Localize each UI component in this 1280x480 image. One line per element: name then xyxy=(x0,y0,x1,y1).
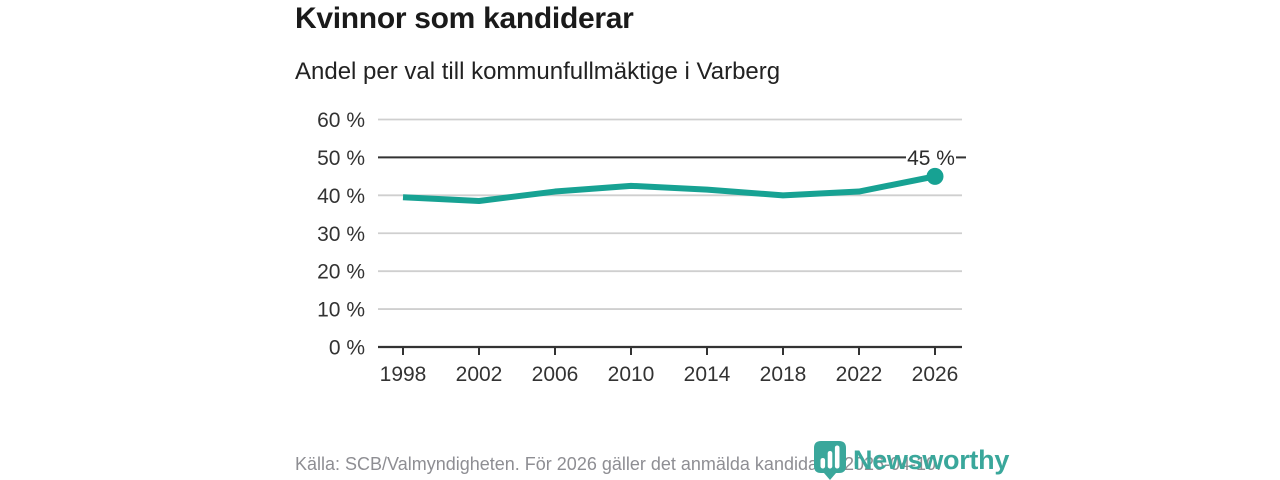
end-value-annotation: 45 % xyxy=(907,147,955,170)
source-note: Källa: SCB/Valmyndigheten. För 2026 gäll… xyxy=(295,454,942,474)
y-tick-label: 20 % xyxy=(317,261,365,284)
x-tick-label: 2026 xyxy=(912,363,959,386)
y-tick-label: 0 % xyxy=(329,337,365,360)
end-point-marker xyxy=(926,167,944,185)
y-tick-label: 10 % xyxy=(317,299,365,322)
data-line xyxy=(402,173,936,205)
newsworthy-wordmark: Newsworthy xyxy=(853,445,1010,475)
logo-bar-medium xyxy=(827,451,833,469)
line-chart: 0 % 10 % 20 % 30 % 40 % 50 % 60 % 1998 2002 2006 2… xyxy=(317,109,966,386)
y-tick-label: 40 % xyxy=(317,185,365,208)
y-tick-label: 30 % xyxy=(317,223,365,246)
logo-bar-short xyxy=(820,458,826,469)
x-tick-label: 2002 xyxy=(456,363,503,386)
x-tick-label: 1998 xyxy=(380,363,427,386)
x-tick-label: 2022 xyxy=(836,363,883,386)
y-tick-label: 50 % xyxy=(317,147,365,170)
x-tick-label: 2018 xyxy=(760,363,807,386)
y-tick-label: 60 % xyxy=(317,109,365,132)
x-tick-label: 2006 xyxy=(532,363,579,386)
chart-title: Kvinnor som kandiderar xyxy=(295,2,634,35)
logo-bar-tall xyxy=(834,445,840,469)
chart-subtitle: Andel per val till kommunfullmäktige i V… xyxy=(295,58,781,85)
newsworthy-logo: Newsworthy xyxy=(813,440,1009,480)
newsworthy-logo-icon xyxy=(814,441,846,480)
x-tick-label: 2010 xyxy=(608,363,655,386)
x-tick-label: 2014 xyxy=(684,363,731,386)
